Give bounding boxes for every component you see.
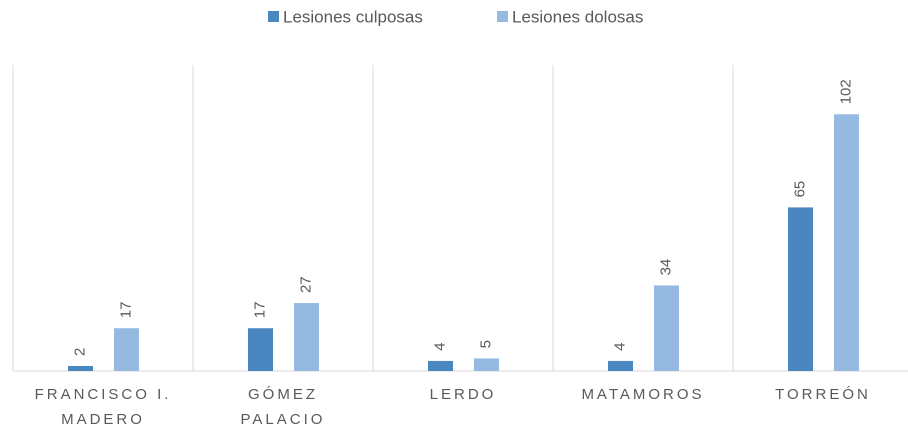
value-label: 65	[791, 181, 808, 198]
value-label: 2	[71, 348, 88, 356]
legend-label: Lesiones dolosas	[512, 7, 643, 26]
value-label: 17	[251, 302, 268, 319]
x-tick-label: MATAMOROS	[581, 386, 704, 403]
legend-swatch	[497, 11, 508, 22]
x-tick-line: MADERO	[61, 411, 145, 428]
bar	[608, 360, 633, 371]
value-label: 27	[297, 276, 314, 293]
bar	[474, 358, 499, 371]
value-label: 34	[657, 259, 674, 276]
bar	[788, 207, 813, 371]
x-tick-line: PALACIO	[241, 411, 326, 428]
bar	[68, 365, 93, 371]
value-label: 102	[837, 79, 854, 104]
legend-label: Lesiones culposas	[283, 7, 423, 26]
x-tick-label: TORREÓN	[775, 386, 871, 403]
value-label: 4	[611, 343, 628, 351]
bar	[428, 360, 453, 371]
bar	[114, 328, 139, 371]
x-tick-line: FRANCISCO I.	[35, 386, 172, 403]
value-label: 5	[477, 340, 494, 348]
bar	[834, 114, 859, 372]
x-tick-line: GÓMEZ	[248, 386, 318, 403]
value-label: 4	[431, 343, 448, 351]
x-tick-label: LERDO	[430, 386, 497, 403]
value-label: 17	[117, 302, 134, 319]
bar	[248, 328, 273, 371]
bar	[294, 303, 319, 371]
legend-swatch	[268, 11, 279, 22]
x-tick-label: FRANCISCO I. MADERO	[35, 386, 172, 428]
bar	[654, 285, 679, 371]
x-tick-label: GÓMEZ PALACIO	[241, 386, 326, 428]
